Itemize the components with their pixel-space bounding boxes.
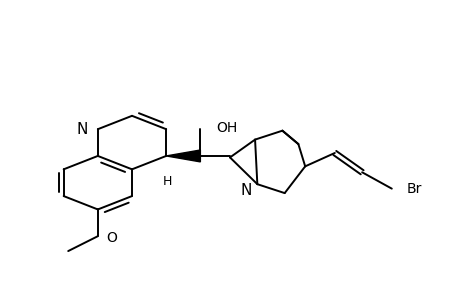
Text: O: O	[106, 231, 117, 245]
Polygon shape	[166, 150, 200, 162]
Text: N: N	[240, 183, 251, 198]
Text: OH: OH	[216, 121, 237, 135]
Text: H: H	[162, 175, 171, 188]
Text: Br: Br	[406, 182, 421, 196]
Text: N: N	[76, 122, 87, 137]
